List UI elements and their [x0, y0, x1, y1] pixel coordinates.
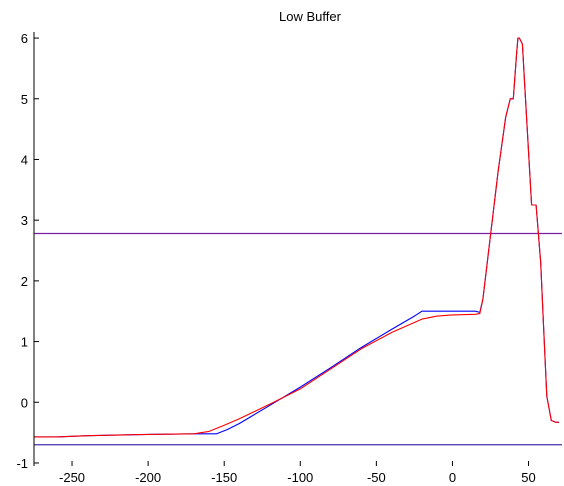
- x-tick-label: 0: [449, 470, 456, 485]
- plot-area: [34, 37, 562, 446]
- x-tick-label: -150: [211, 470, 237, 485]
- y-tick-label: 4: [21, 152, 28, 167]
- axes: -1 0 1 2 3 4 5 6 -250 -200 -150 -100 -50 0 50: [16, 31, 535, 485]
- plot-content: [34, 37, 562, 446]
- series-line-1: [34, 37, 559, 438]
- x-tick-label: -250: [59, 470, 85, 485]
- x-tick-label: -50: [367, 470, 386, 485]
- y-tick-label: 1: [21, 335, 28, 350]
- chart-title: Low Buffer: [279, 9, 342, 24]
- y-tick-label: 6: [21, 31, 28, 46]
- x-tick-label: -200: [135, 470, 161, 485]
- x-tick-label: 50: [521, 470, 535, 485]
- y-tick-label: 2: [21, 274, 28, 289]
- y-tick-label: 3: [21, 213, 28, 228]
- series-line-2: [34, 37, 559, 438]
- y-tick-label: 5: [21, 92, 28, 107]
- x-tick-label: -100: [287, 470, 313, 485]
- y-tick-label: 0: [21, 395, 28, 410]
- y-tick-label: -1: [16, 456, 28, 471]
